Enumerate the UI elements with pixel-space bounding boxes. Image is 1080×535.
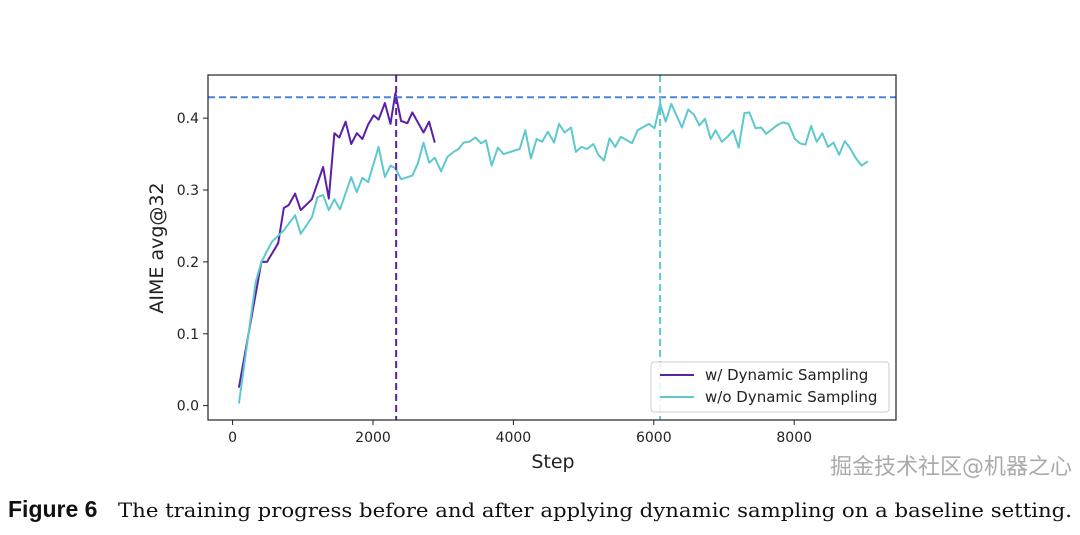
x-tick-label: 2000: [355, 430, 391, 446]
y-tick-label: 0.0: [177, 399, 199, 415]
legend-box: [650, 361, 890, 413]
series-line-1: [237, 102, 869, 404]
legend-label-with-dynamic-sampling: w/ Dynamic Sampling: [705, 366, 868, 384]
x-axis-label: Step: [531, 451, 574, 473]
caption-label: Figure 6: [8, 496, 97, 522]
x-tick-label: 8000: [776, 430, 812, 446]
x-tick-label: 6000: [636, 430, 672, 446]
y-tick-label: 0.4: [177, 111, 199, 127]
y-tick-label: 0.3: [177, 183, 199, 199]
legend: w/ Dynamic Sampling w/o Dynamic Sampling: [650, 361, 890, 413]
plot-frame: [207, 74, 897, 421]
x-tick-label: 0: [228, 430, 237, 446]
x-tick-label: 4000: [496, 430, 532, 446]
y-tick-label: 0.1: [177, 327, 199, 343]
y-axis-label: AIME avg@32: [146, 182, 168, 313]
series-line-0: [237, 92, 436, 388]
watermark: 掘金技术社区@机器之心: [830, 455, 1072, 480]
caption-text: The training progress before and after a…: [118, 498, 1072, 522]
y-tick-label: 0.2: [177, 255, 199, 271]
legend-label-without-dynamic-sampling: w/o Dynamic Sampling: [705, 388, 877, 406]
